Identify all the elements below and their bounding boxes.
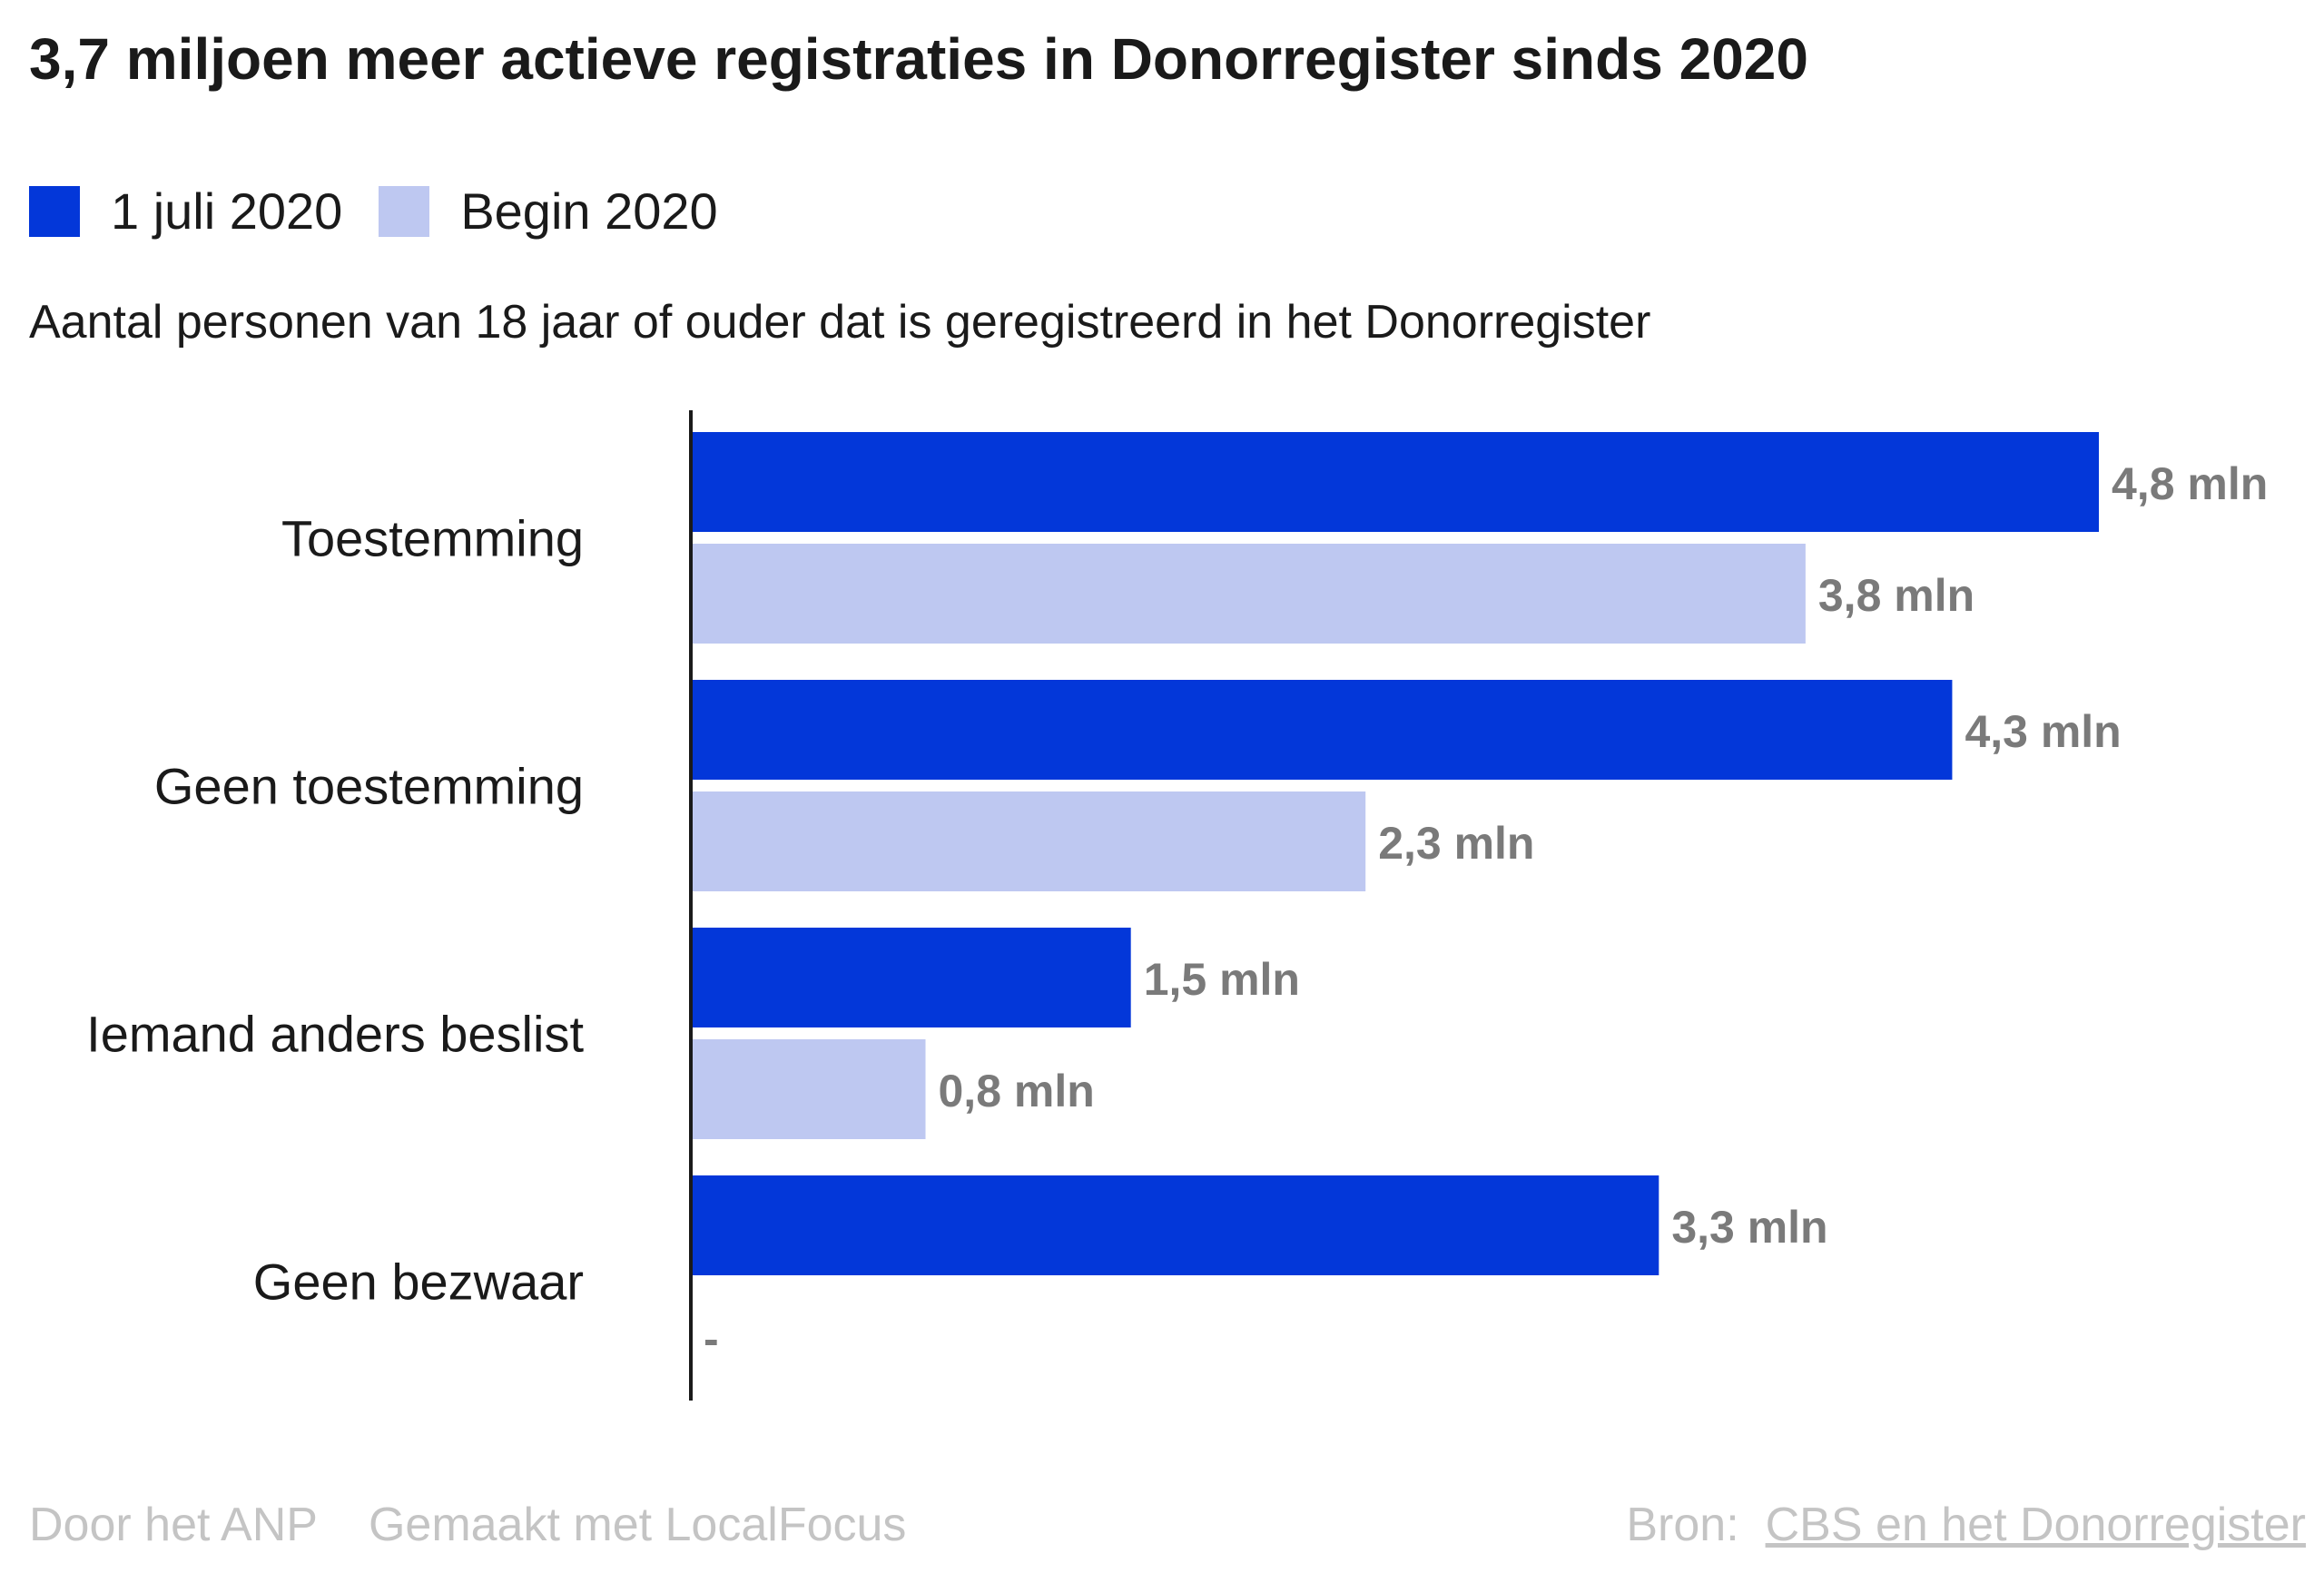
legend-label-1-juli-2020: 1 juli 2020 bbox=[111, 182, 343, 240]
legend-label-begin-2020: Begin 2020 bbox=[460, 182, 718, 240]
bar-toestemming-begin-2020 bbox=[691, 544, 1806, 644]
value-label-iemand-anders-beslist-1-juli-2020: 1,5 mln bbox=[1144, 954, 1300, 1005]
category-label-geen-toestemming: Geen toestemming bbox=[154, 758, 584, 815]
source-link[interactable]: CBS en het Donorregister bbox=[1765, 1499, 2306, 1551]
bar-geen-bezwaar-1-juli-2020 bbox=[691, 1175, 1659, 1275]
chart-title: 3,7 miljoen meer actieve registraties in… bbox=[29, 26, 1808, 92]
value-label-geen-bezwaar-1-juli-2020: 3,3 mln bbox=[1671, 1202, 1827, 1253]
bar-iemand-anders-beslist-begin-2020 bbox=[691, 1039, 926, 1139]
category-label-toestemming: Toestemming bbox=[281, 510, 584, 567]
footer-credits: Door het ANP Gemaakt met LocalFocus bbox=[29, 1498, 906, 1552]
bar-chart: Toestemming 4,8 mln 3,8 mln Geen toestemmin… bbox=[86, 410, 2268, 1401]
value-label-toestemming-begin-2020: 3,8 mln bbox=[1818, 570, 1974, 621]
footer-by: Door het ANP bbox=[29, 1499, 318, 1551]
footer-source: Bron: CBS en het Donorregister bbox=[1626, 1498, 2306, 1552]
bar-toestemming-1-juli-2020 bbox=[691, 432, 2099, 532]
source-label: Bron: bbox=[1626, 1499, 1739, 1551]
value-label-geen-toestemming-begin-2020: 2,3 mln bbox=[1378, 818, 1534, 869]
value-label-geen-bezwaar-begin-2020: - bbox=[704, 1313, 719, 1364]
chart-subtitle: Aantal personen van 18 jaar of ouder dat… bbox=[29, 296, 1651, 349]
footer-made-with[interactable]: Gemaakt met LocalFocus bbox=[368, 1499, 907, 1551]
legend-item-begin-2020: Begin 2020 bbox=[379, 182, 718, 241]
legend-item-1-juli-2020: 1 juli 2020 bbox=[29, 182, 342, 241]
category-label-iemand-anders-beslist: Iemand anders beslist bbox=[86, 1006, 584, 1063]
value-label-iemand-anders-beslist-begin-2020: 0,8 mln bbox=[939, 1066, 1095, 1116]
bar-geen-toestemming-begin-2020 bbox=[691, 791, 1366, 891]
legend-swatch-begin-2020 bbox=[379, 185, 430, 237]
bar-geen-toestemming-1-juli-2020 bbox=[691, 680, 1953, 780]
value-label-geen-toestemming-1-juli-2020: 4,3 mln bbox=[1965, 706, 2121, 757]
bar-iemand-anders-beslist-1-juli-2020 bbox=[691, 928, 1131, 1027]
category-label-geen-bezwaar: Geen bezwaar bbox=[253, 1253, 584, 1311]
legend-swatch-1-juli-2020 bbox=[29, 185, 80, 237]
value-label-toestemming-1-juli-2020: 4,8 mln bbox=[2112, 458, 2268, 509]
legend: 1 juli 2020 Begin 2020 bbox=[29, 182, 754, 241]
